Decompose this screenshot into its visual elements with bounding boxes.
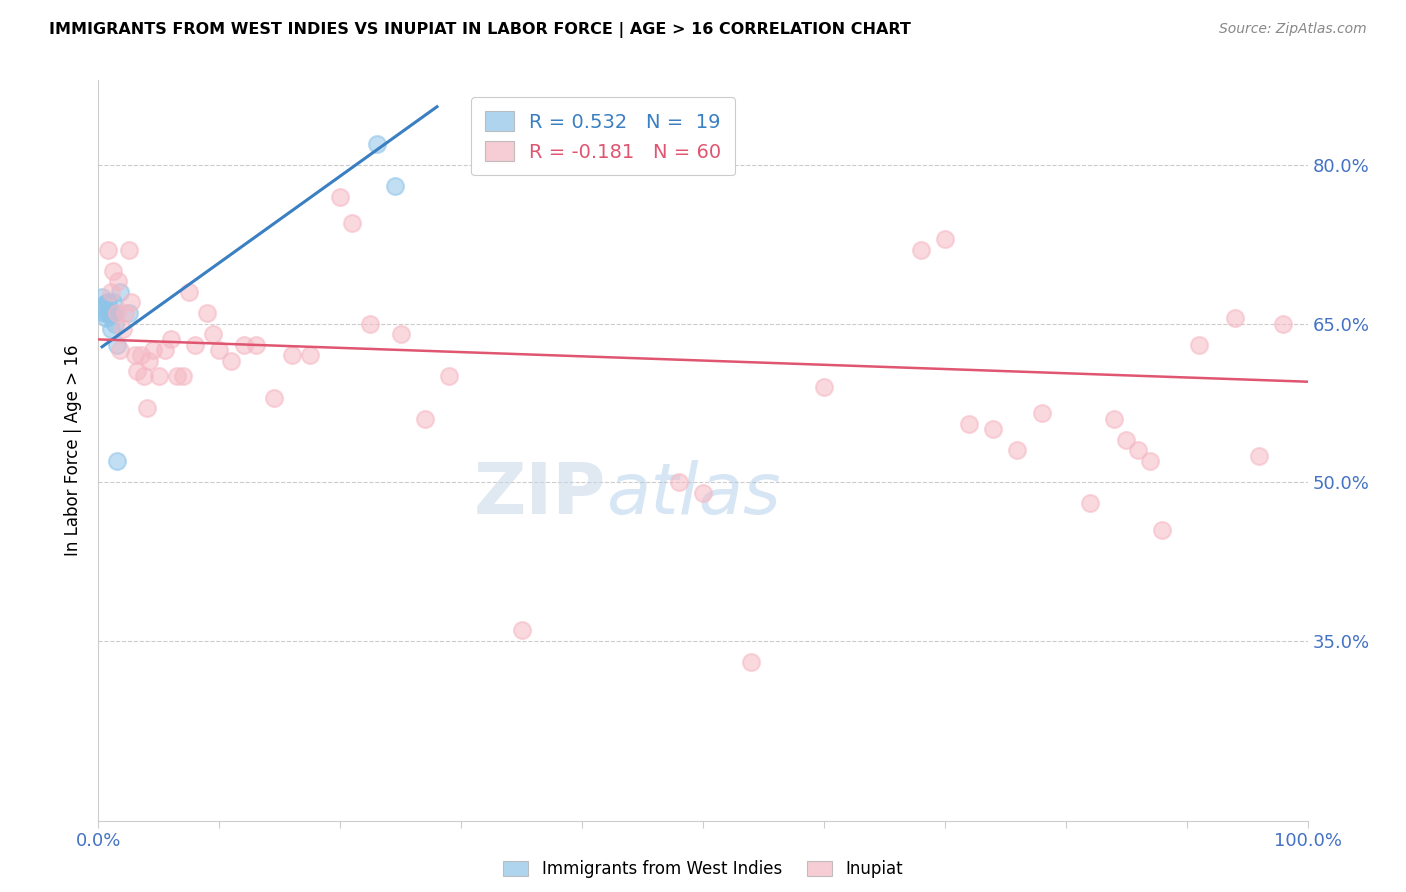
Point <box>202 327 225 342</box>
Point <box>384 179 406 194</box>
Point <box>160 333 183 347</box>
Point <box>100 322 122 336</box>
Point <box>510 624 533 638</box>
Point <box>1031 407 1053 421</box>
Point <box>342 216 364 230</box>
Point <box>98 306 121 320</box>
Point <box>124 348 146 362</box>
Point <box>1007 443 1029 458</box>
Point <box>329 189 352 203</box>
Point <box>1223 311 1246 326</box>
Point <box>1078 496 1101 510</box>
Point <box>232 337 254 351</box>
Point <box>1249 449 1271 463</box>
Point <box>195 306 218 320</box>
Legend: Immigrants from West Indies, Inupiat: Immigrants from West Indies, Inupiat <box>495 852 911 887</box>
Point <box>101 263 124 277</box>
Point <box>96 306 118 320</box>
Point <box>103 306 125 320</box>
Point <box>813 380 835 394</box>
Point <box>114 306 136 320</box>
Point <box>105 337 128 351</box>
Point <box>129 348 152 362</box>
Point <box>120 295 142 310</box>
Point <box>263 391 285 405</box>
Point <box>179 285 201 299</box>
Point <box>389 327 412 342</box>
Point <box>1152 523 1174 537</box>
Point <box>1115 433 1137 447</box>
Point <box>111 322 134 336</box>
Point <box>96 295 118 310</box>
Point <box>957 417 980 431</box>
Point <box>148 369 170 384</box>
Point <box>100 306 122 320</box>
Point <box>93 306 115 320</box>
Point <box>281 348 304 362</box>
Point <box>1102 411 1125 425</box>
Point <box>108 285 131 299</box>
Point <box>208 343 231 357</box>
Point <box>692 485 714 500</box>
Text: ZIP: ZIP <box>474 460 606 529</box>
Point <box>97 295 120 310</box>
Text: Source: ZipAtlas.com: Source: ZipAtlas.com <box>1219 22 1367 37</box>
Point <box>668 475 690 490</box>
Point <box>91 290 114 304</box>
Point <box>100 285 122 299</box>
Point <box>910 243 932 257</box>
Point <box>360 317 382 331</box>
Point <box>740 655 762 669</box>
Point <box>134 369 156 384</box>
Point <box>104 317 127 331</box>
Point <box>1128 443 1150 458</box>
Point <box>97 243 120 257</box>
Point <box>413 411 436 425</box>
Point <box>245 337 267 351</box>
Point <box>91 297 114 311</box>
Point <box>138 353 160 368</box>
Point <box>107 274 129 288</box>
Point <box>221 353 243 368</box>
Point <box>437 369 460 384</box>
Point <box>108 343 131 357</box>
Point <box>172 369 194 384</box>
Y-axis label: In Labor Force | Age > 16: In Labor Force | Age > 16 <box>65 344 83 557</box>
Point <box>1272 317 1295 331</box>
Point <box>1188 337 1211 351</box>
Point <box>101 295 124 310</box>
Point <box>366 136 388 151</box>
Point <box>166 369 188 384</box>
Point <box>105 306 128 320</box>
Point <box>142 343 165 357</box>
Point <box>135 401 157 416</box>
Point <box>94 311 117 326</box>
Point <box>118 243 141 257</box>
Text: atlas: atlas <box>606 460 780 529</box>
Point <box>981 422 1004 436</box>
Text: IMMIGRANTS FROM WEST INDIES VS INUPIAT IN LABOR FORCE | AGE > 16 CORRELATION CHA: IMMIGRANTS FROM WEST INDIES VS INUPIAT I… <box>49 22 911 38</box>
Point <box>118 306 141 320</box>
Point <box>153 343 176 357</box>
Point <box>299 348 322 362</box>
Point <box>127 364 149 378</box>
Point <box>934 232 956 246</box>
Point <box>1139 454 1161 468</box>
Point <box>105 454 128 468</box>
Point <box>184 337 207 351</box>
